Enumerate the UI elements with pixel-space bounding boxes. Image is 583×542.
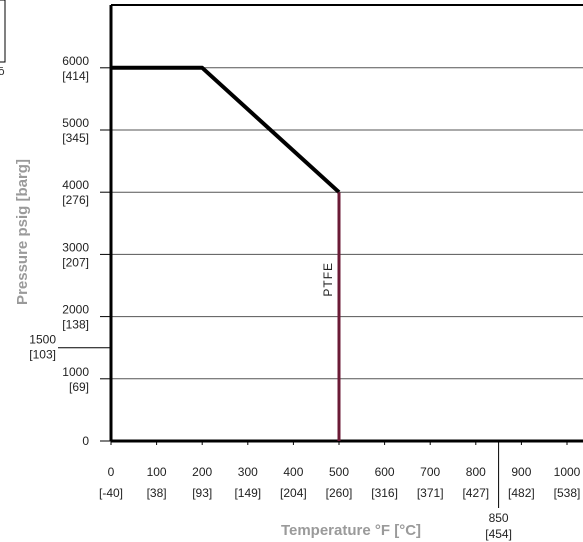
y-axis-title: Pressure psig [barg] xyxy=(14,159,31,305)
y-marker-sublabel: [103] xyxy=(29,348,56,362)
y-tick-sublabel-4000: [276] xyxy=(62,193,89,207)
series-layer: PTFE xyxy=(111,65,341,441)
cropped-legend-glyph: ō xyxy=(0,65,5,78)
y-tick-label-0: 0 xyxy=(82,434,89,448)
y-tick-sublabel-2000: [138] xyxy=(62,318,89,332)
y-tick-sublabel-1000: [69] xyxy=(69,380,89,394)
x-tick-label-900: 900 xyxy=(511,465,531,479)
x-tick-label-300: 300 xyxy=(238,465,258,479)
x-tick-label-500: 500 xyxy=(329,465,349,479)
x-axis-title: Temperature °F [°C] xyxy=(281,522,421,539)
x-tick-sublabel-300: [149] xyxy=(234,486,261,500)
x-tick-label-0: 0 xyxy=(108,465,115,479)
y-tick-label-1000: 1000 xyxy=(62,365,89,379)
plot-frame xyxy=(109,4,583,443)
y-axis-ticks: 0 1000[69] 2000[138] 3000[207] 4000[276] 5000… xyxy=(29,54,111,448)
x-tick-label-200: 200 xyxy=(192,465,212,479)
x-tick-sublabel-600: [316] xyxy=(371,486,398,500)
y-tick-label-2000: 2000 xyxy=(62,303,89,317)
grid-lines xyxy=(111,67,583,380)
x-marker-sublabel: [454] xyxy=(485,527,512,541)
y-tick-label-5000: 5000 xyxy=(62,116,89,130)
x-tick-sublabel-100: [38] xyxy=(147,486,167,500)
x-tick-sublabel-900: [482] xyxy=(508,486,535,500)
x-tick-sublabel-800: [427] xyxy=(462,486,489,500)
x-marker-label: 850 xyxy=(489,511,509,525)
x-tick-label-800: 800 xyxy=(466,465,486,479)
y-marker-label: 1500 xyxy=(29,333,56,347)
x-tick-sublabel-200: [93] xyxy=(192,486,212,500)
x-tick-sublabel-700: [371] xyxy=(417,486,444,500)
series-label-0: PTFE xyxy=(321,262,335,297)
series-envelope-0 xyxy=(111,65,341,194)
x-tick-sublabel-500: [260] xyxy=(326,486,353,500)
x-tick-sublabel-0: [-40] xyxy=(99,486,123,500)
cropped-legend-box xyxy=(0,0,6,63)
x-tick-sublabel-1000: [538] xyxy=(554,486,581,500)
y-tick-sublabel-6000: [414] xyxy=(62,69,89,83)
x-tick-label-100: 100 xyxy=(147,465,167,479)
y-tick-label-4000: 4000 xyxy=(62,178,89,192)
y-tick-label-3000: 3000 xyxy=(62,240,89,254)
x-tick-label-600: 600 xyxy=(375,465,395,479)
x-axis-ticks: 0 [-40] 100 [38] 200 [93] 300 [149] 400 [204] 500 [… xyxy=(99,441,581,541)
x-tick-label-1000: 1000 xyxy=(554,465,581,479)
x-tick-label-700: 700 xyxy=(420,465,440,479)
y-tick-sublabel-5000: [345] xyxy=(62,131,89,145)
y-tick-label-6000: 6000 xyxy=(62,54,89,68)
x-tick-label-400: 400 xyxy=(283,465,303,479)
x-tick-sublabel-400: [204] xyxy=(280,486,307,500)
y-tick-sublabel-3000: [207] xyxy=(62,255,89,269)
